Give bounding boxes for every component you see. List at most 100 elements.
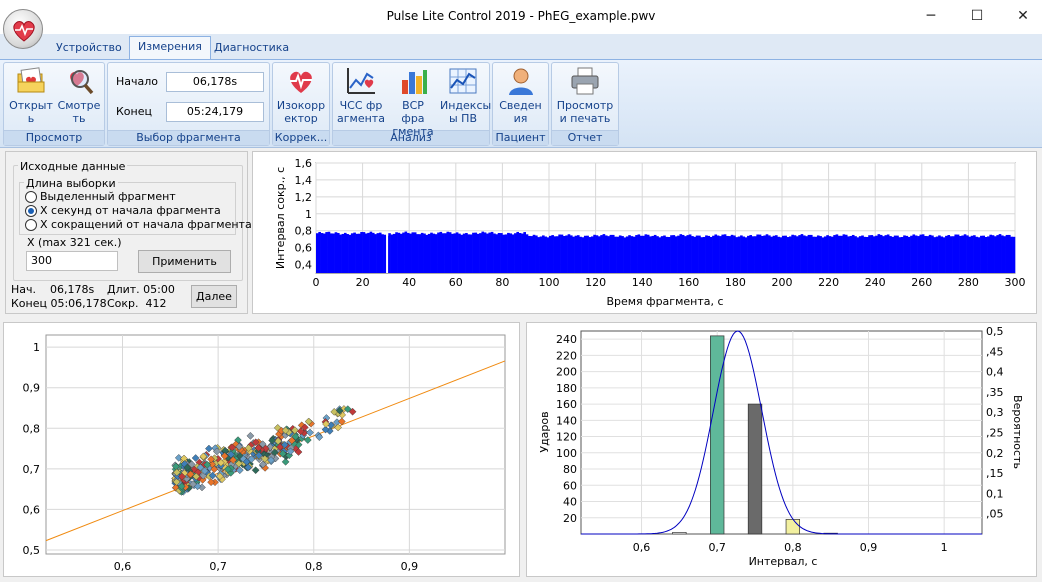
interval-bar [483,232,487,273]
interval-bar [786,237,790,273]
interval-bar [462,233,466,273]
interval-bar [444,233,447,273]
x-tick-label: 140 [632,276,653,289]
isocorrector-label-1: Изокорр [276,99,326,112]
view-label-1: Смотре [57,99,101,112]
interval-bar [980,235,983,273]
y2-tick-label: ,35 [986,386,1004,399]
next-button[interactable]: Далее [191,285,237,308]
interval-bar [446,231,450,273]
scatter-point [221,446,229,455]
radio-x-beats[interactable] [25,219,37,231]
y-tick-label: 1,6 [295,157,313,170]
y2-tick-label: 0,1 [986,487,1004,500]
scatter-point [251,466,260,475]
interval-bar [924,235,927,273]
scatter-point [268,436,276,445]
interval-bar [793,235,797,273]
interval-bar [709,236,713,273]
scatter-point [294,448,303,456]
interval-bar [754,236,757,273]
histogram-bar [785,519,801,535]
interval-bar [872,236,876,273]
histogram-bar [747,403,763,535]
interval-bar [569,235,573,273]
interval-bar [821,237,825,273]
interval-bar [639,235,643,273]
minimize-button[interactable]: ─ [926,8,936,24]
interval-bar [742,236,746,273]
hr-fragment-button[interactable]: ЧСС фр агмента [337,66,385,128]
scatter-point [315,433,324,441]
print-preview-button[interactable]: Просмотр и печать [555,66,615,128]
radio-x-seconds[interactable] [25,205,37,217]
interval-bar [523,232,526,273]
start-field[interactable]: 06,178s [166,72,264,92]
tab-measurements[interactable]: Измерения [129,36,211,60]
scatter-point [274,437,282,445]
scatter-point [246,432,255,440]
interval-bar [348,234,352,273]
view-button[interactable]: Смотре ть [56,66,102,128]
interval-bar [497,232,501,273]
interval-bar [723,234,727,273]
x-value-input[interactable]: 300 [26,251,118,271]
scatter-point [244,463,253,472]
open-button[interactable]: Открыт ь [8,66,54,128]
interval-bar [956,234,960,273]
person-icon [508,68,533,95]
interval-bar [402,232,405,273]
interval-bar [441,233,445,273]
group-report-label: Отчет [552,130,618,145]
scatter-point [173,468,181,477]
interval-bar [329,233,333,273]
end-field[interactable]: 05:24,179 [166,102,264,122]
tab-device[interactable]: Устройство [56,41,122,54]
interval-bar [406,232,410,273]
interval-bar [509,233,513,273]
x-tick-label: 40 [402,276,416,289]
hrv-fragment-button[interactable]: ВСР фра гмента [389,66,437,138]
interval-bar [367,232,370,273]
interval-bar [332,233,335,273]
interval-bar [460,234,464,273]
interval-bar [721,234,725,273]
hr-chart-icon [347,68,375,94]
interval-bar [597,236,601,273]
interval-bar [418,234,422,273]
interval-bar [376,233,380,273]
interval-bar [816,235,820,273]
patient-button[interactable]: Сведен ия [496,66,545,128]
interval-bar [989,234,992,273]
y2-axis-label: Вероятность [1011,395,1024,469]
interval-bar [318,231,321,273]
interval-bar [938,235,941,273]
interval-bar [984,236,988,273]
tab-diagnostics[interactable]: Диагностика [214,41,290,54]
y2-tick-label: 0,4 [986,366,1004,379]
interval-bar [486,233,489,273]
scatter-point [207,455,215,464]
interval-bar [702,236,706,273]
interval-bar [674,236,678,273]
interval-bar [451,233,454,273]
interval-bar [931,235,934,273]
pw-indices-button[interactable]: Индексы ы ПВ [440,66,491,128]
scatter-point [183,463,192,472]
apply-button[interactable]: Применить [138,250,231,273]
hr-label-1: ЧСС фр [339,99,383,112]
interval-bar [798,235,801,273]
close-button[interactable]: ✕ [1017,8,1029,24]
y-axis-label: Ударов [538,411,551,452]
stat-count: Сокр. 412 [107,297,167,310]
start-label: Начало [116,75,159,88]
app-menu-button[interactable] [3,9,43,49]
isocorrector-button[interactable]: Изокорр ектор [276,66,326,128]
group-fragment-label: Выбор фрагмента [108,130,269,145]
scatter-point [177,482,186,491]
radio-selected-fragment[interactable] [25,191,37,203]
interval-bar [684,236,687,273]
interval-bar [847,236,850,273]
gap-marker [386,233,389,273]
maximize-button[interactable]: ☐ [970,8,984,24]
